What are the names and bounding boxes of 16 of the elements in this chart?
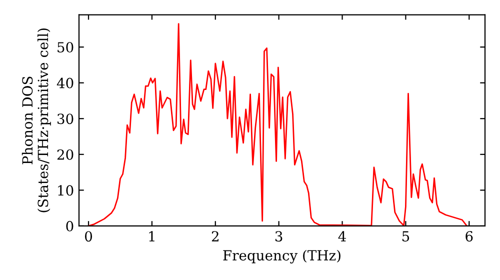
x-axis-title: Frequency (THz) xyxy=(223,250,340,264)
y-tick-label: 50 xyxy=(58,42,74,53)
x-tick-label: 3 xyxy=(275,231,282,242)
x-tick-label: 2 xyxy=(212,231,218,242)
x-tick-label: 6 xyxy=(466,231,473,242)
x-tick-label: 0 xyxy=(85,231,92,242)
y-tick-label: 30 xyxy=(58,114,74,124)
x-tick-label: 1 xyxy=(149,231,154,242)
y-tick-label: 10 xyxy=(58,185,74,196)
line-series xyxy=(88,23,468,226)
y-tick-label: 20 xyxy=(57,149,74,160)
x-tick-label: 4 xyxy=(338,231,346,242)
y-tick-label: 40 xyxy=(56,78,74,88)
y-axis-title: Phonon DOS (States/THz·primitive cell) xyxy=(22,28,51,212)
y-tick-label: 0 xyxy=(66,220,74,232)
x-tick-label: 5 xyxy=(402,231,410,242)
